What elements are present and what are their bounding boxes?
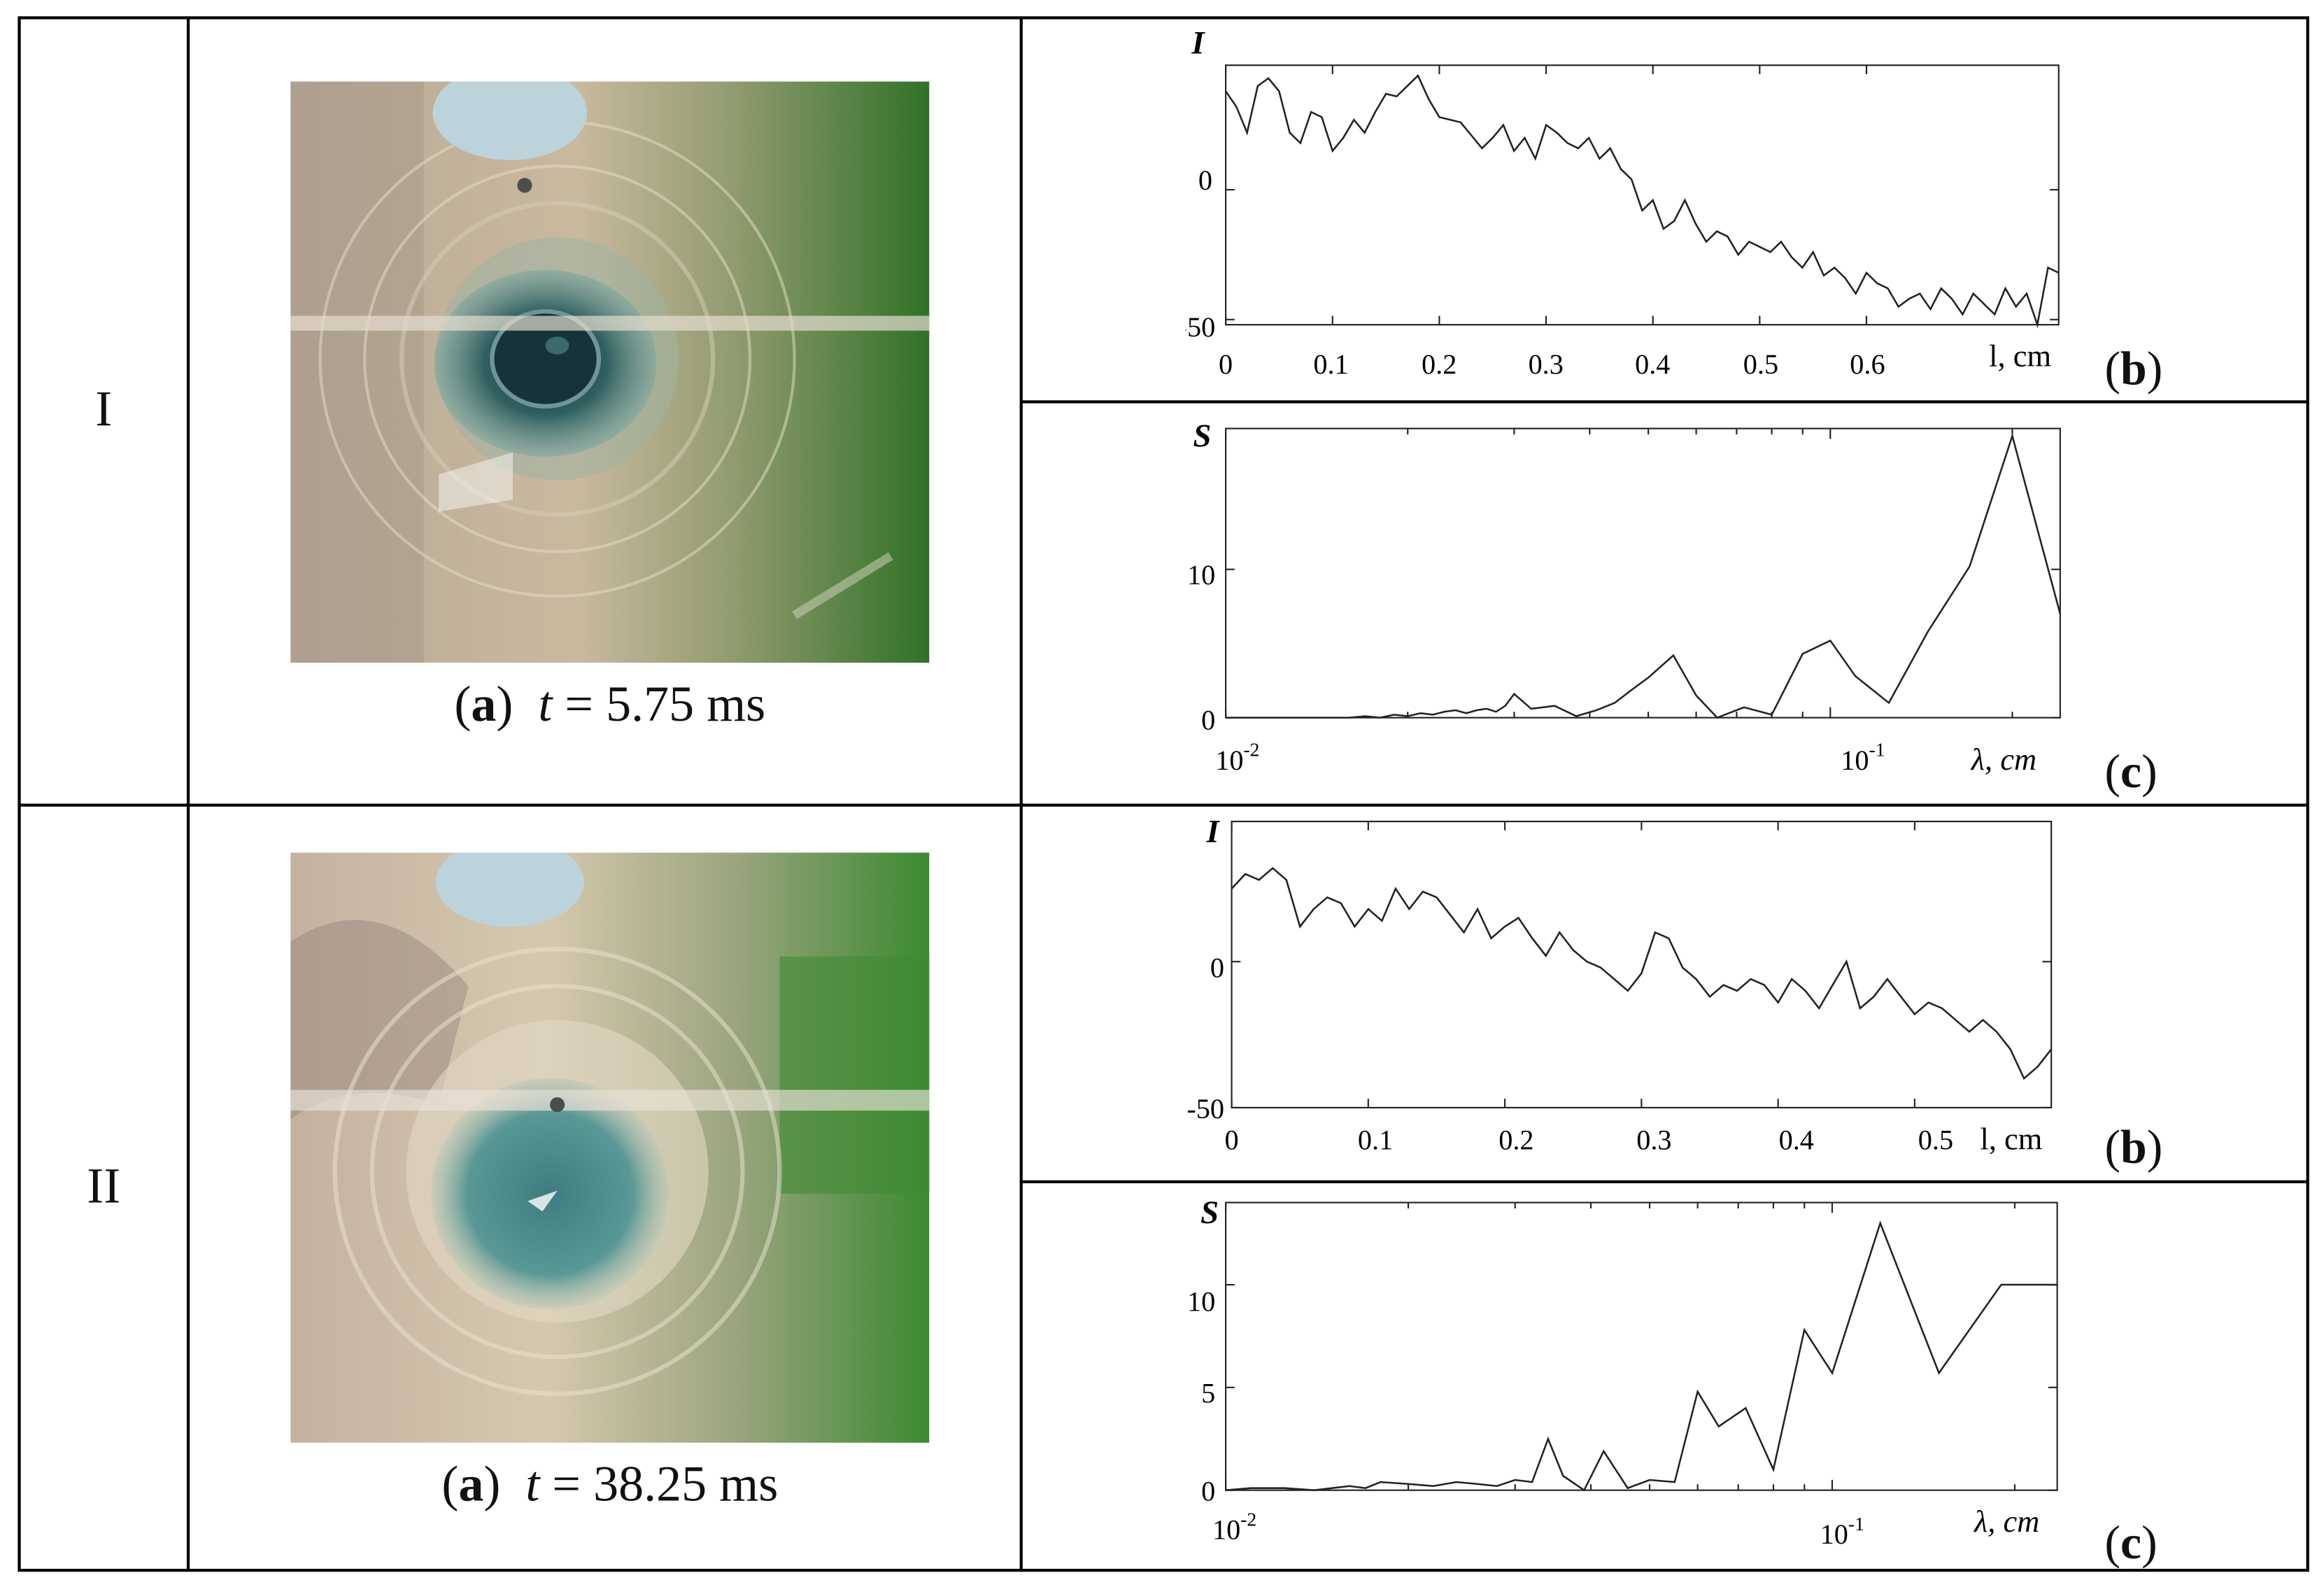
chart-2-b-ytick-label: 0 [1210,952,1224,983]
chart-2-c-xticklabels: 10-2 10-1 [1212,1509,1864,1550]
row-label-1: I [95,382,113,438]
chart-1-c-ticks [1225,428,2060,719]
chart-2-b-ylabel: I [1206,814,1221,850]
chart-2-c-xtick-label: 10-2 [1212,1509,1256,1546]
chart-1-b-xtick-label: 0 [1219,348,1233,380]
chart-1-c-xlabel: λ, cm [1970,742,2036,777]
chart-1-c-ytick-label: 0 [1201,705,1215,736]
chart-2-b-xtick-label: 0 [1225,1124,1239,1155]
chart-2-b-xlabel: l, cm [1980,1121,2042,1156]
chart-2-b-xtick-label: 0.1 [1358,1124,1393,1155]
chart-1-c-frame [1225,428,2061,719]
chart-2-c-ytick-label: 10 [1187,1285,1215,1317]
chart-2-b-xtick-label: 0.5 [1918,1124,1953,1155]
chart-1-c: S 0 10 10-2 10-1 λ, cm [1187,418,2062,777]
chart-1-b-ytick-label: 0 [1198,164,1212,196]
chart-1-b-xtick-label: 0.1 [1313,348,1348,380]
chart-1-c-line [1226,432,2062,719]
chart-1-c-ytick-label: 10 [1187,559,1215,591]
chart-1-c-xtick-label: 10-2 [1215,739,1259,776]
chart-2-b: I 0 0.1 0.2 0.3 0.4 0.5 0 -50 l, cm [1186,814,2053,1156]
panel-letter-2-c: (c) [2104,1515,2158,1569]
chart-1-c-xticklabels: 10-2 10-1 [1215,739,1885,776]
chart-1-b-yticklabels: 0 -50 [1186,164,1215,343]
chart-2-b-yticklabels: 0 -50 [1186,952,1224,1124]
chart-1-b-xlabel: l, cm [1989,338,2051,373]
chart-1-b-ticks [1225,65,2059,325]
chart-1-b-xtick-label: 0.4 [1635,348,1670,380]
panel-letter-2-b: (b) [2104,1119,2163,1173]
chart-1-b-xticklabels: 0 0.1 0.2 0.3 0.4 0.5 0.6 [1219,348,1885,380]
chart-1-c-yticklabels: 0 10 [1187,559,1215,736]
chart-2-b-xtick-label: 0.2 [1498,1124,1533,1155]
chart-2-b-xticklabels: 0 0.1 0.2 0.3 0.4 0.5 [1225,1124,1954,1155]
chart-1-b-xtick-label: 0.5 [1743,348,1778,380]
chart-2-b-ticks [1231,821,2052,1109]
chart-2-b-xtick-label: 0.3 [1636,1124,1671,1155]
chart-1-b-xtick-label: 0.6 [1850,348,1885,380]
panel-letter-1-b: (b) [2104,341,2163,395]
chart-1-b-ytick-label: -50 [1186,311,1215,343]
chart-1-c-ylabel: S [1193,418,1211,454]
chart-2-c-ticks [1225,1202,2057,1491]
chart-2-c: S 0 5 10 10-2 10-1 λ, cm [1187,1194,2058,1550]
chart-2-c-yticklabels: 0 5 10 [1187,1285,1215,1507]
chart-2-b-line [1231,867,2053,1080]
chart-2-c-line [1225,1220,2057,1492]
chart-2-c-ytick-label: 5 [1201,1378,1215,1409]
chart-1-b-frame [1225,64,2060,326]
chart-1-b: I 0 0.1 0.2 0.3 0.4 0.5 0.6 0 -50 l, cm [1186,24,2060,380]
chart-2-b-xtick-label: 0.4 [1779,1124,1814,1155]
row-label-2: II [87,1159,121,1215]
photo-caption-2: (a) t = 38.25 ms [441,1458,779,1513]
chart-2-b-ytick-label: -50 [1186,1093,1224,1124]
panel-letter-1-c: (c) [2104,744,2158,798]
chart-2-c-ytick-label: 0 [1201,1475,1215,1507]
droplet-photo-2 [290,852,930,1443]
chart-2-c-xlabel: λ, cm [1973,1504,2039,1539]
chart-1-c-xtick-label: 10-1 [1841,739,1885,776]
chart-1-b-xtick-label: 0.3 [1529,348,1564,380]
chart-2-c-ylabel: S [1200,1194,1219,1231]
droplet-photo-1 [290,81,930,663]
chart-2-c-frame [1225,1201,2058,1491]
chart-1-b-line [1225,73,2060,329]
chart-2-c-xtick-label: 10-1 [1820,1513,1864,1550]
photo-caption-1: (a) t = 5.75 ms [454,677,766,733]
chart-2-b-frame [1231,820,2053,1109]
chart-1-b-xtick-label: 0.2 [1422,348,1457,380]
chart-1-b-ylabel: I [1191,24,1205,61]
